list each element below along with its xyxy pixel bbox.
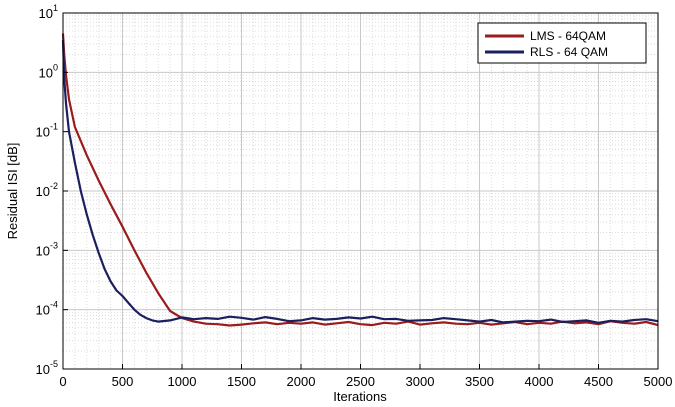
x-tick-label: 4000 [525, 374, 554, 389]
legend-box [477, 22, 647, 64]
legend: LMS - 64QAM RLS - 64 QAM [477, 22, 647, 64]
x-tick-label: 1000 [168, 374, 197, 389]
x-tick-label: 3500 [465, 374, 494, 389]
x-tick-label: 500 [112, 374, 134, 389]
legend-label-rls: RLS - 64 QAM [530, 45, 608, 59]
y-tick-label: 100 [39, 62, 58, 80]
y-tick-label: 101 [39, 3, 58, 21]
x-axis-label: Iterations [333, 389, 387, 404]
y-tick-label: 10-4 [36, 300, 58, 318]
x-tick-label: 2000 [287, 374, 316, 389]
y-tick-label: 10-1 [36, 122, 58, 140]
x-tick-label: 4500 [584, 374, 613, 389]
grid [62, 12, 659, 370]
x-tick-label: 5000 [644, 374, 673, 389]
series-line-lms [61, 33, 659, 327]
y-tick-label: 10-5 [36, 359, 58, 377]
x-tick-label: 2500 [346, 374, 375, 389]
y-tick-label: 10-3 [36, 240, 58, 258]
series-line-rls [61, 40, 659, 324]
y-tick-label: 10-2 [36, 181, 58, 199]
x-tick-label: 1500 [227, 374, 256, 389]
x-tick-label: 3000 [406, 374, 435, 389]
y-axis-label: Residual ISI [dB] [5, 143, 20, 240]
y-axis-ticks: 101 100 10-1 10-2 10-3 10-4 10-5 [36, 3, 68, 377]
x-axis-ticks: 0 500 1000 1500 2000 2500 3000 3500 4000 4500 5000 [59, 364, 672, 389]
x-tick-label: 0 [59, 374, 66, 389]
legend-label-lms: LMS - 64QAM [530, 29, 606, 43]
series-lines [61, 33, 659, 327]
